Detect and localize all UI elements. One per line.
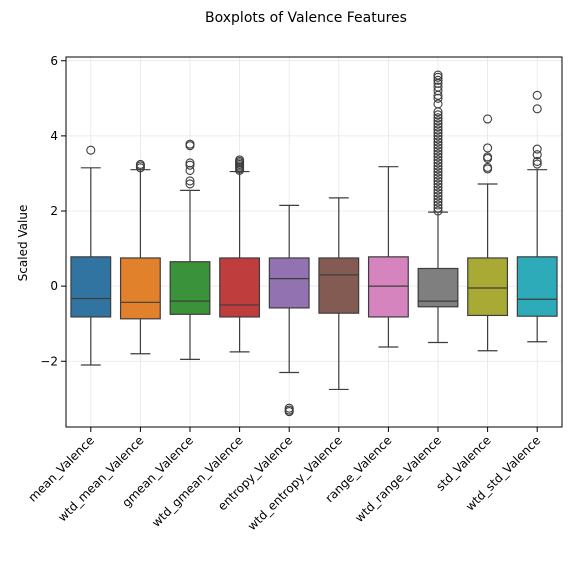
outlier-point — [532, 90, 542, 100]
box-mean_Valence — [70, 145, 112, 366]
outlier-point — [433, 203, 443, 213]
outlier-point — [433, 197, 443, 207]
outlier-point — [433, 82, 443, 92]
chart-title: Boxplots of Valence Features — [205, 10, 407, 26]
y-tick-label: 4 — [50, 129, 58, 143]
outlier-point — [532, 156, 542, 166]
outlier-point — [433, 188, 443, 198]
y-axis-label: Scaled Value — [16, 205, 30, 282]
outlier-point — [532, 144, 542, 154]
x-tick-label: wtd_entropy_Valence — [245, 433, 345, 533]
outlier-point — [483, 152, 493, 162]
outlier-point — [135, 159, 145, 169]
outlier-point — [433, 110, 443, 120]
outlier-point — [433, 161, 443, 171]
box-gmean_Valence — [169, 139, 211, 360]
outlier-point — [185, 139, 195, 149]
boxes — [70, 70, 558, 417]
outlier-point — [433, 113, 443, 123]
outlier-point — [433, 99, 443, 109]
box-wtd_range_Valence — [417, 70, 459, 344]
outlier-point — [433, 72, 443, 82]
box-iqr — [268, 257, 310, 309]
outlier-point — [532, 159, 542, 169]
outlier-point — [433, 167, 443, 177]
outlier-point — [433, 70, 443, 80]
outlier-point — [433, 149, 443, 159]
outlier-point — [433, 158, 443, 168]
outlier-point — [433, 173, 443, 183]
outlier-point — [433, 179, 443, 189]
outlier-point — [284, 407, 294, 417]
x-tick-label: wtd_mean_Valence — [55, 433, 146, 524]
outlier-point — [433, 170, 443, 180]
box-wtd_std_Valence — [516, 90, 558, 343]
box-entropy_Valence — [268, 204, 310, 417]
outlier-point — [433, 164, 443, 174]
outlier-point — [433, 131, 443, 141]
outlier-point — [433, 143, 443, 153]
outlier-point — [433, 119, 443, 129]
outlier-point — [433, 182, 443, 192]
outlier-point — [433, 137, 443, 147]
outlier-point — [433, 155, 443, 165]
outlier-point — [433, 140, 443, 150]
outlier-point — [433, 75, 443, 85]
x-tick-label: wtd_gmean_Valence — [149, 433, 246, 530]
outlier-point — [86, 145, 96, 155]
outlier-point — [433, 134, 443, 144]
outlier-point — [483, 114, 493, 124]
outlier-point — [185, 160, 195, 170]
y-tick-label: 6 — [50, 54, 58, 68]
outlier-point — [483, 143, 493, 153]
box-iqr — [516, 256, 558, 317]
outlier-point — [433, 176, 443, 186]
box-std_Valence — [467, 114, 509, 352]
y-tick-label: 2 — [50, 204, 58, 218]
outlier-point — [433, 128, 443, 138]
x-ticks: mean_Valencewtd_mean_Valencegmean_Valenc… — [26, 427, 543, 533]
y-tick-label: 0 — [50, 279, 58, 293]
outlier-point — [185, 176, 195, 186]
box-wtd_mean_Valence — [119, 159, 161, 355]
box-iqr — [417, 267, 459, 308]
box-range_Valence — [367, 166, 409, 348]
outlier-point — [235, 155, 245, 165]
box-iqr — [169, 261, 211, 315]
plot-frame — [65, 56, 563, 428]
y-tick-label: −2 — [40, 354, 58, 368]
outlier-point — [433, 185, 443, 195]
outlier-point — [185, 179, 195, 189]
outlier-point — [433, 206, 443, 216]
y-ticks: −2 0 2 4 6 — [40, 54, 66, 368]
outlier-point — [532, 150, 542, 160]
outlier-point — [433, 194, 443, 204]
box-iqr — [119, 257, 161, 320]
box-iqr — [318, 257, 360, 314]
box-wtd_entropy_Valence — [318, 197, 360, 391]
outlier-point — [185, 158, 195, 168]
box-wtd_gmean_Valence — [219, 155, 261, 353]
box-iqr — [467, 257, 509, 317]
outlier-point — [433, 122, 443, 132]
box-iqr — [367, 256, 409, 318]
outlier-point — [433, 152, 443, 162]
outlier-point — [483, 162, 493, 172]
outlier-point — [433, 116, 443, 126]
box-iqr — [219, 257, 261, 318]
outlier-point — [433, 146, 443, 156]
x-tick-label: wtd_range_Valence — [352, 433, 444, 525]
box-iqr — [70, 256, 112, 318]
outlier-point — [532, 104, 542, 114]
outlier-point — [433, 125, 443, 135]
outlier-point — [433, 191, 443, 201]
outlier-point — [433, 200, 443, 210]
